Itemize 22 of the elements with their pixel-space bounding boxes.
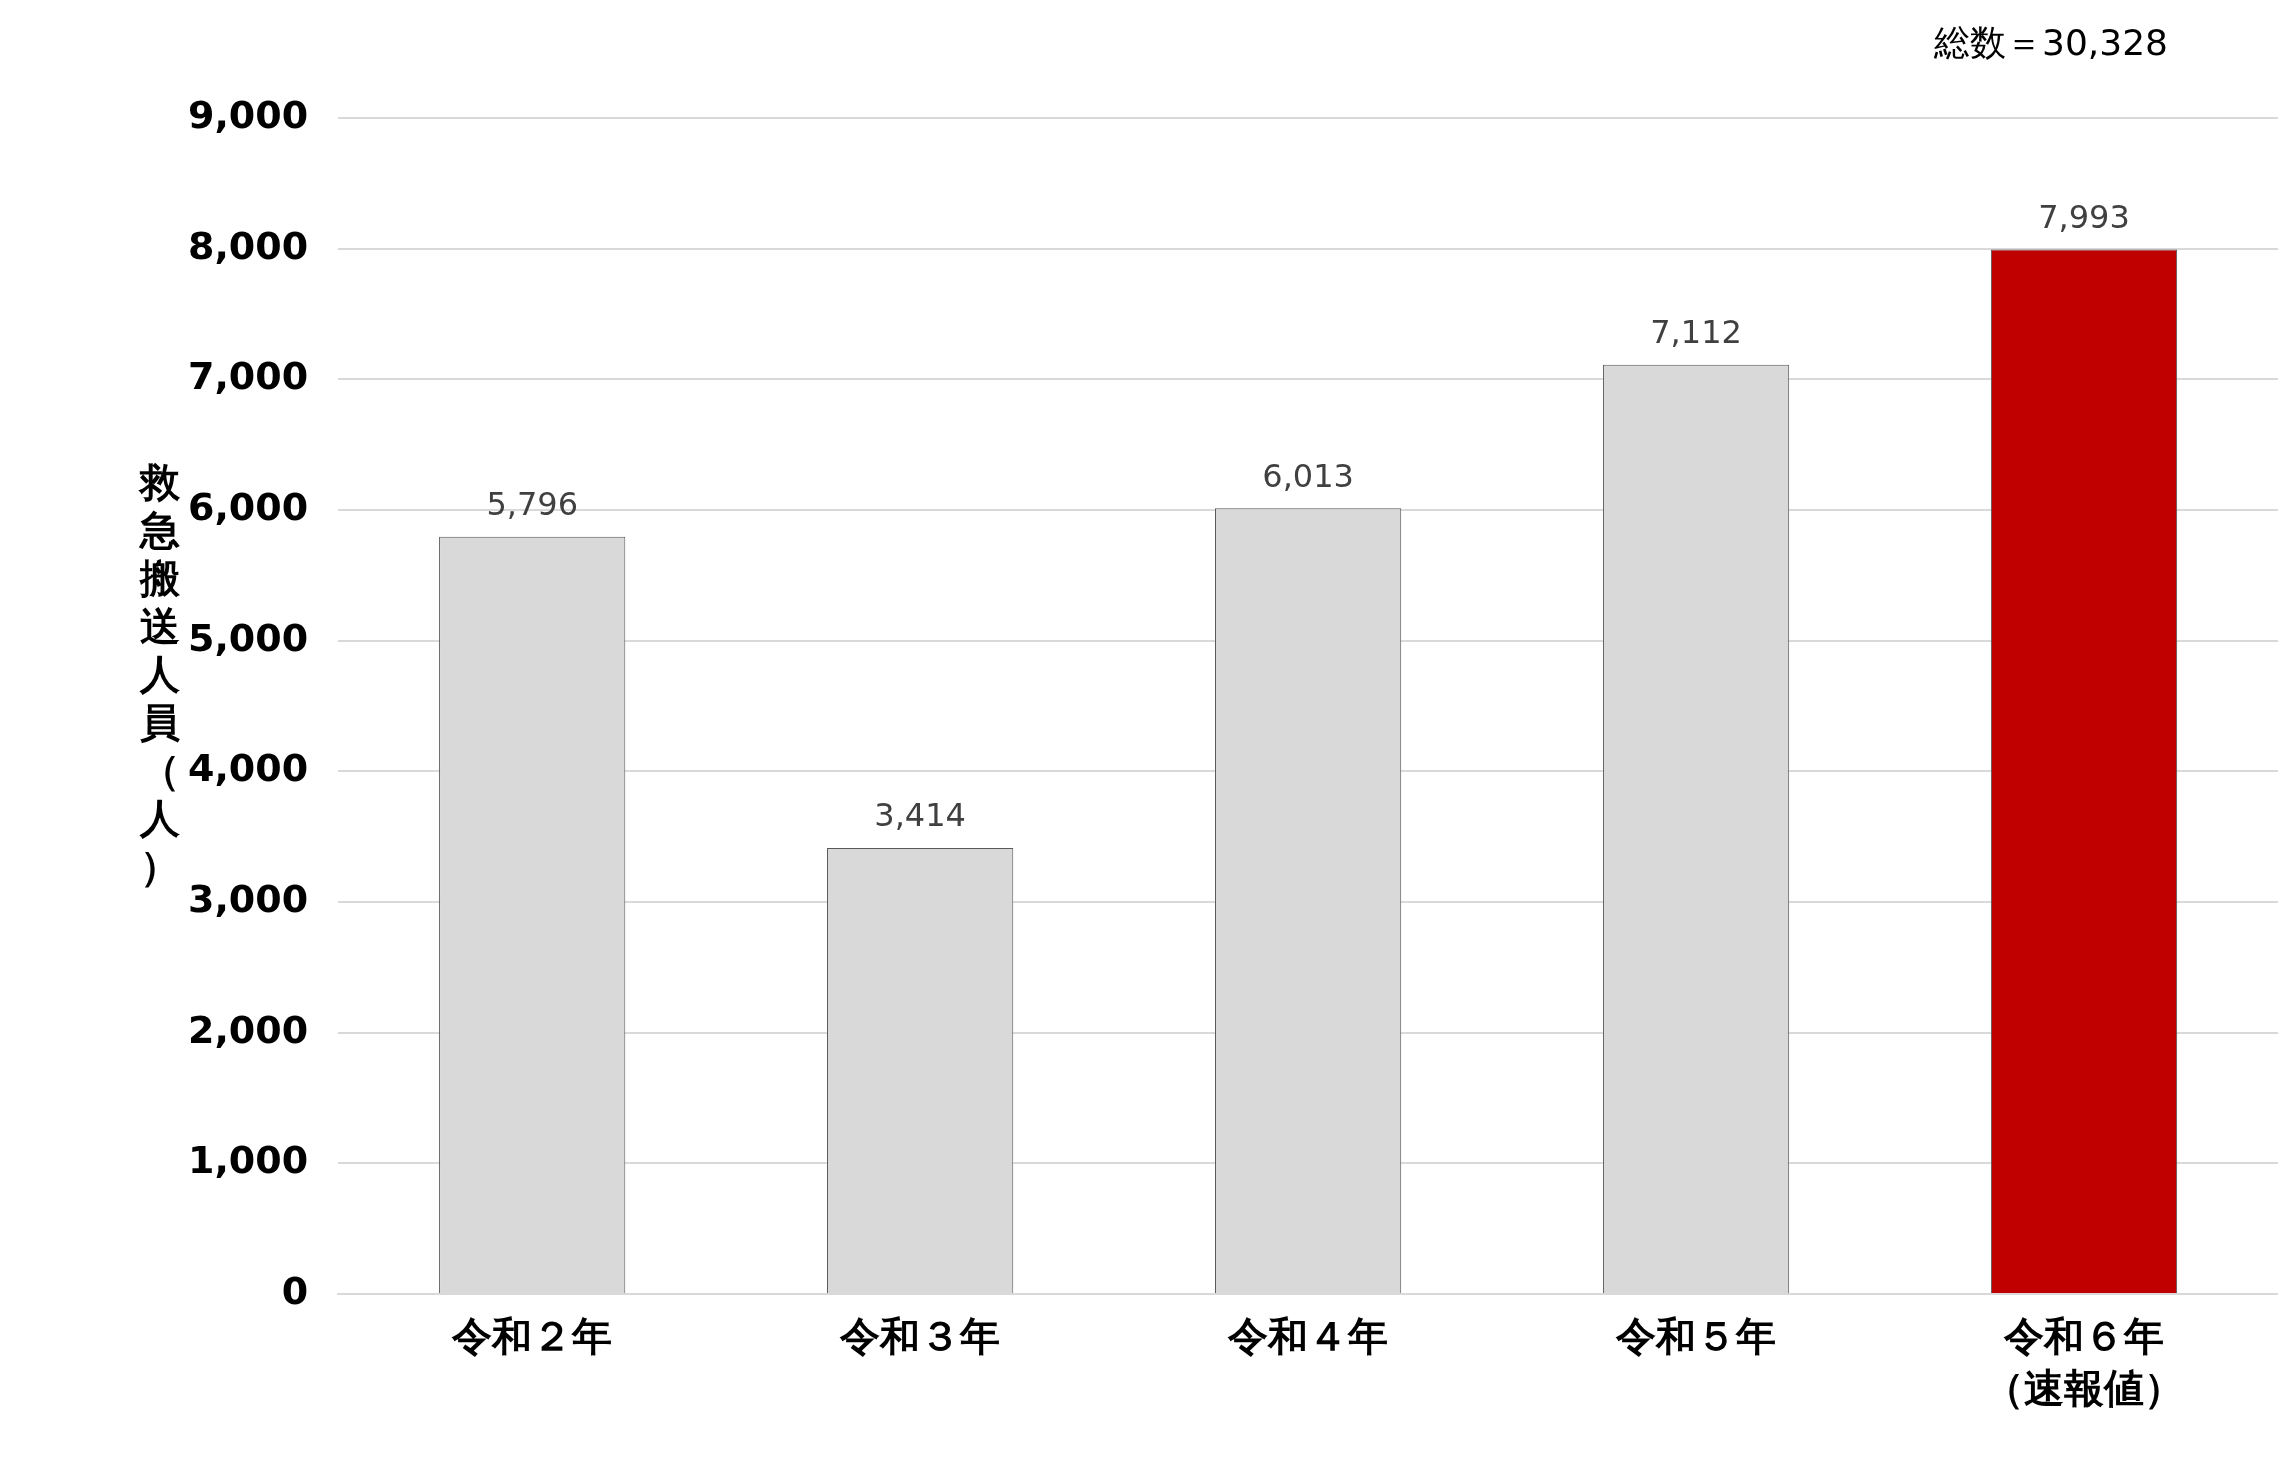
y-tick-label: 3,000 xyxy=(187,876,309,921)
data-label: 7,112 xyxy=(1650,313,1742,352)
x-tick-label: 令和３年 xyxy=(839,1313,1001,1360)
y-tick-label: 1,000 xyxy=(187,1138,309,1183)
x-tick-label: 令和４年 xyxy=(1227,1313,1389,1360)
x-tick-label: 令和５年 xyxy=(1615,1313,1777,1360)
text: 総数＝30,328 xyxy=(1933,22,2168,64)
data-label: 5,796 xyxy=(486,484,578,523)
data-label: 3,414 xyxy=(874,796,966,835)
y-tick-label: 5,000 xyxy=(187,615,309,660)
x-tick-label: 令和２年 xyxy=(451,1313,613,1360)
y-tick-label: 7,000 xyxy=(187,354,309,399)
x-tick-label: 令和６年（速報値） xyxy=(1984,1313,2185,1412)
data-label: 7,993 xyxy=(2038,197,2130,236)
y-tick-label: 8,000 xyxy=(187,223,309,268)
data-label: 6,013 xyxy=(1262,456,1354,495)
y-tick-label: 6,000 xyxy=(187,484,309,529)
y-tick-label: 2,000 xyxy=(187,1007,309,1052)
y-tick-label: 0 xyxy=(281,1268,309,1313)
text: 救急搬送人員（人） xyxy=(140,459,180,889)
y-tick-label: 9,000 xyxy=(187,92,309,137)
y-tick-label: 4,000 xyxy=(187,746,309,791)
